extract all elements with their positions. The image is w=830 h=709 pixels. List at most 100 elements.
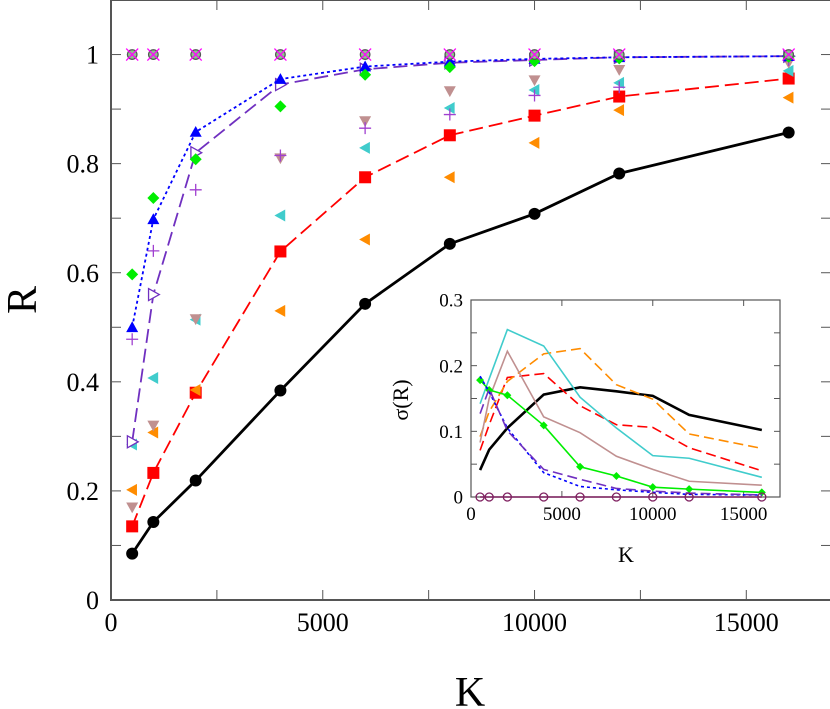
data-point bbox=[358, 48, 372, 62]
data-point bbox=[189, 153, 202, 166]
data-point bbox=[612, 48, 626, 62]
plot-background bbox=[471, 300, 780, 497]
data-point bbox=[782, 48, 796, 62]
data-point bbox=[685, 485, 694, 494]
data-point bbox=[443, 102, 455, 114]
series-7 bbox=[479, 386, 762, 496]
data-point bbox=[147, 213, 160, 225]
series-4 bbox=[479, 349, 762, 486]
data-point bbox=[528, 109, 541, 122]
data-point bbox=[443, 171, 455, 184]
series-line bbox=[479, 347, 762, 450]
data-point bbox=[189, 126, 202, 137]
data-point bbox=[189, 384, 201, 396]
data-point bbox=[359, 122, 372, 135]
data-point bbox=[146, 48, 160, 62]
data-point bbox=[126, 520, 139, 533]
data-point bbox=[189, 474, 202, 487]
data-point bbox=[612, 471, 621, 480]
data-point bbox=[528, 207, 541, 220]
data-point bbox=[359, 68, 372, 81]
series-line bbox=[131, 55, 789, 328]
inset-plot: 0 0.1 0.2 0.3 0 5000 10000 15000 bbox=[439, 291, 781, 525]
series-2 bbox=[479, 347, 762, 450]
x-tick-label: 5000 bbox=[297, 608, 349, 637]
data-point bbox=[359, 171, 372, 184]
data-point bbox=[274, 245, 287, 258]
series-line bbox=[479, 375, 762, 496]
data-point bbox=[273, 48, 287, 62]
data-point bbox=[359, 141, 370, 154]
x-tick-label: 15000 bbox=[720, 504, 768, 525]
data-point bbox=[443, 48, 457, 62]
data-point bbox=[147, 420, 160, 432]
y-tick-label: 0.1 bbox=[439, 422, 463, 443]
data-point bbox=[782, 64, 794, 77]
data-point bbox=[539, 421, 548, 430]
data-point bbox=[648, 492, 658, 502]
data-point bbox=[782, 126, 795, 139]
y-tick-label: 0.2 bbox=[67, 477, 100, 506]
data-point bbox=[528, 89, 541, 102]
series-2 bbox=[126, 91, 794, 496]
data-point bbox=[613, 104, 625, 117]
data-point bbox=[359, 116, 372, 128]
y-tick-label: 1 bbox=[86, 41, 99, 70]
x-tick-label: 15000 bbox=[714, 608, 779, 637]
data-point bbox=[126, 333, 139, 346]
series-line bbox=[479, 328, 763, 479]
data-point bbox=[147, 426, 159, 439]
data-point bbox=[443, 237, 456, 250]
data-point bbox=[528, 136, 540, 149]
data-point bbox=[126, 502, 139, 514]
x-tick-label: 10000 bbox=[502, 608, 567, 637]
y-tick-label: 0.8 bbox=[67, 150, 100, 179]
data-point bbox=[274, 73, 287, 84]
data-point bbox=[502, 492, 513, 502]
series-line bbox=[479, 349, 762, 486]
data-point bbox=[126, 547, 139, 560]
data-point bbox=[443, 86, 456, 98]
series-6 bbox=[479, 375, 762, 496]
data-point bbox=[147, 287, 161, 302]
data-point bbox=[147, 372, 159, 384]
series-3 bbox=[479, 328, 763, 479]
data-point bbox=[484, 492, 494, 502]
series-line bbox=[479, 386, 762, 496]
series-0 bbox=[126, 126, 795, 560]
data-point bbox=[575, 492, 585, 502]
x-tick-label: 0 bbox=[105, 608, 118, 637]
x-tick-label: 0 bbox=[466, 504, 476, 525]
x-tick-label: 10000 bbox=[629, 504, 677, 525]
data-point bbox=[757, 492, 767, 502]
series-9 bbox=[125, 48, 796, 62]
inset-x-axis-label: K bbox=[618, 542, 634, 567]
y-tick-label: 0.3 bbox=[439, 291, 463, 312]
data-point bbox=[126, 434, 140, 449]
data-point bbox=[475, 492, 485, 502]
data-point bbox=[189, 48, 203, 62]
data-point bbox=[528, 75, 541, 87]
series-8 bbox=[475, 492, 767, 502]
series-8 bbox=[126, 50, 795, 281]
y-tick-label: 0.2 bbox=[439, 356, 463, 377]
y-tick-label: 0 bbox=[86, 586, 99, 615]
data-point bbox=[126, 483, 137, 496]
data-point bbox=[125, 48, 139, 62]
data-point bbox=[613, 65, 626, 76]
data-point bbox=[147, 244, 160, 257]
data-point bbox=[539, 492, 549, 502]
axes-frame bbox=[110, 0, 830, 601]
y-tick-label: 0.4 bbox=[67, 368, 100, 397]
series-line bbox=[478, 386, 763, 471]
data-point bbox=[576, 462, 585, 471]
series-1 bbox=[126, 72, 795, 533]
data-point bbox=[443, 55, 456, 67]
data-point bbox=[126, 268, 139, 281]
data-point bbox=[443, 108, 456, 121]
data-point bbox=[189, 183, 202, 196]
data-point bbox=[274, 100, 287, 113]
data-point bbox=[443, 129, 456, 142]
data-point bbox=[611, 492, 622, 502]
